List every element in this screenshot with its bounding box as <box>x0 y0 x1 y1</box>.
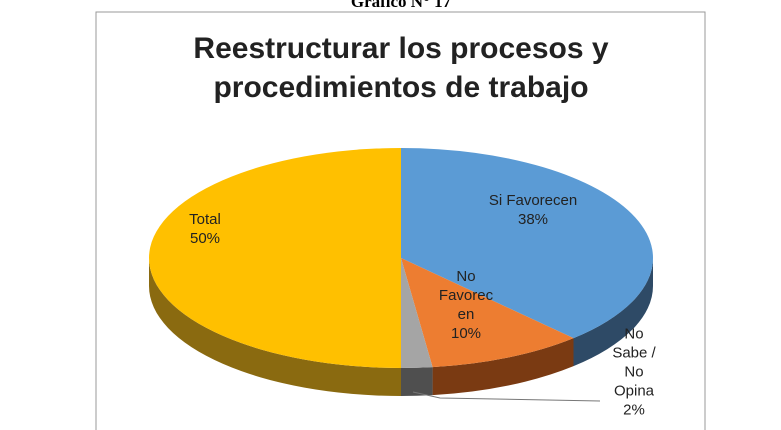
caption: Gráfico N° 17 <box>351 0 452 11</box>
category-label: Total <box>189 211 221 228</box>
value-label: 2% <box>623 401 645 419</box>
value-label: 50% <box>189 230 221 247</box>
category-label: Si Favorecen <box>488 192 578 209</box>
category-label: No Sabe / No Opina <box>612 325 656 400</box>
slice <box>401 258 574 368</box>
leader-line <box>412 391 601 402</box>
slice <box>401 148 654 339</box>
slice-side <box>149 258 401 396</box>
slice <box>401 258 433 368</box>
slice-label: Total 50% <box>160 210 250 248</box>
slice-side <box>573 258 653 367</box>
slice-side <box>432 338 574 396</box>
category-label: No Favorecen <box>438 268 494 323</box>
slice-label: No Sabe / No Opina 2% <box>610 325 658 420</box>
value-label: 10% <box>450 325 482 342</box>
slice-side <box>401 367 433 396</box>
chart-title: Reestructurar los procesos y <box>193 32 608 65</box>
slice-label: No Favorecen 10% <box>435 267 497 343</box>
slice-label: Si Favorecen 38% <box>468 191 598 229</box>
chart-title: procedimientos de trabajo <box>213 71 588 104</box>
slice <box>149 148 401 368</box>
value-label: 38% <box>517 211 549 228</box>
